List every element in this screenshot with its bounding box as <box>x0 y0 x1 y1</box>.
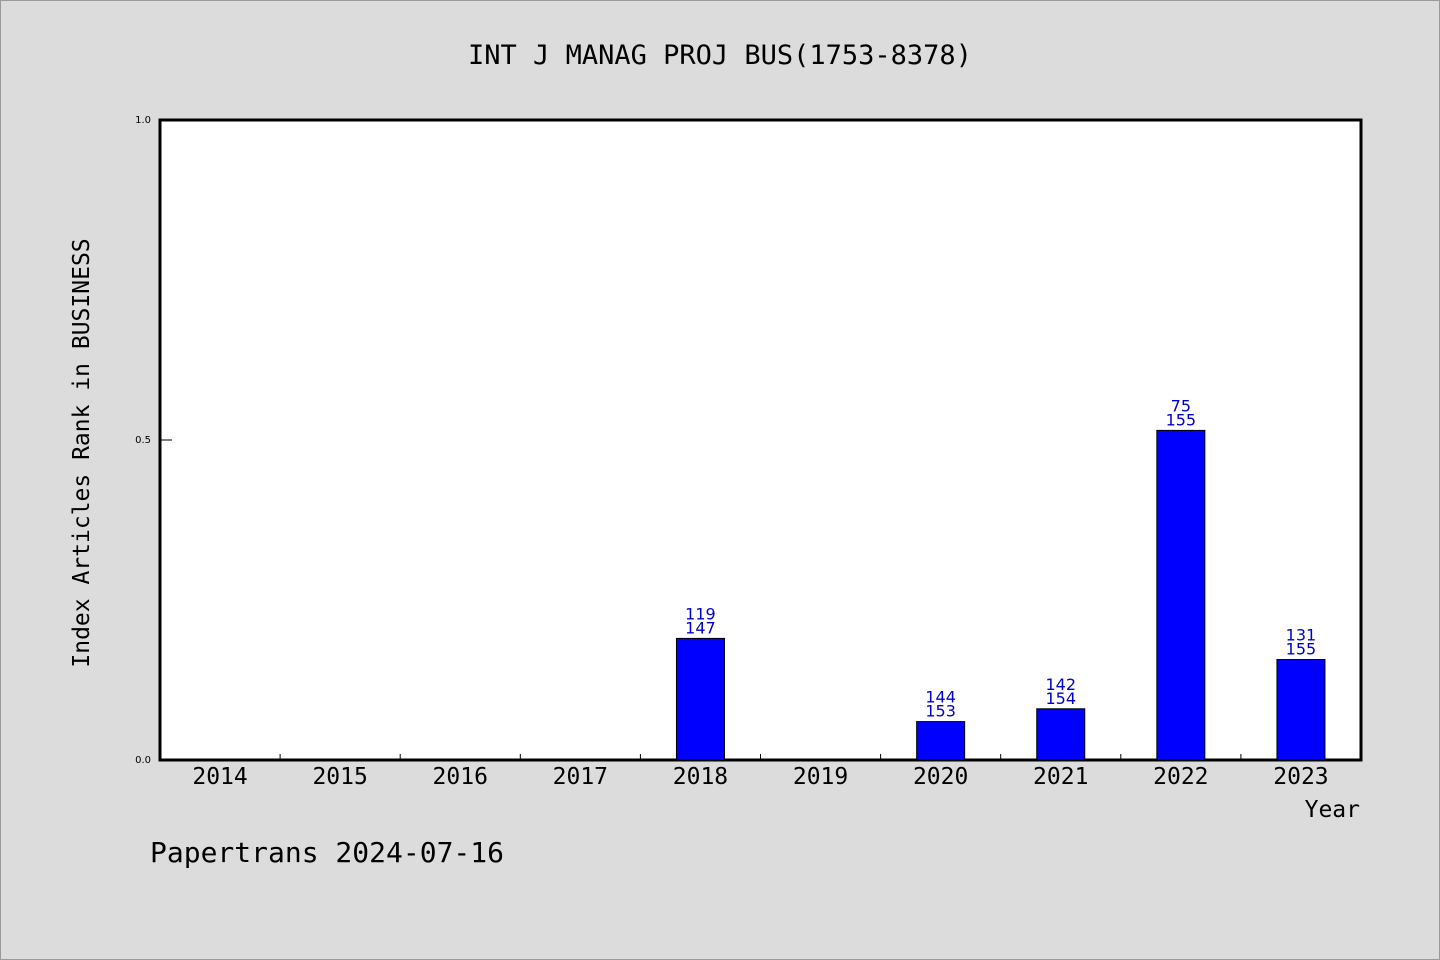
bar-2020 <box>916 721 966 761</box>
bar-label-rank: 75 <box>1171 396 1191 415</box>
chart-title: INT J MANAG PROJ BUS(1753-8378) <box>468 40 972 71</box>
bar-label-total: 147 <box>685 618 716 637</box>
bar-2021 <box>1036 708 1086 761</box>
x-tick-label: 2020 <box>913 764 968 790</box>
x-tick-label: 2018 <box>673 764 728 790</box>
x-tick-label: 2017 <box>553 764 608 790</box>
x-tick-label: 2019 <box>793 764 848 790</box>
bar-label-rank: 119 <box>685 604 716 623</box>
x-tick-label: 2014 <box>192 764 247 790</box>
footer-credit: Papertrans 2024-07-16 <box>150 836 504 869</box>
y-tick-label: 0.5 <box>135 435 151 446</box>
bar-label-total: 154 <box>1045 689 1076 708</box>
bar-label-total: 155 <box>1286 640 1317 659</box>
x-tick-label: 2021 <box>1033 764 1088 790</box>
y-axis-label: Index Articles Rank in BUSINESS <box>69 238 95 667</box>
y-tick-label: 0.0 <box>135 755 151 766</box>
y-tick-label: 1.0 <box>135 115 151 126</box>
bar-2018 <box>675 637 725 761</box>
bar-label-rank: 142 <box>1045 675 1076 694</box>
x-tick-label: 2015 <box>312 764 367 790</box>
x-tick-label: 2023 <box>1273 764 1328 790</box>
bar-2023 <box>1276 659 1326 761</box>
bar-label-total: 155 <box>1166 410 1197 429</box>
bar-label-rank: 144 <box>925 688 956 707</box>
x-tick-label: 2022 <box>1153 764 1208 790</box>
x-tick-label: 2016 <box>433 764 488 790</box>
x-axis-label: Year <box>1305 797 1360 823</box>
bar-label-rank: 131 <box>1286 626 1317 645</box>
bar-2022 <box>1156 429 1206 761</box>
bar-label-total: 153 <box>925 702 956 721</box>
